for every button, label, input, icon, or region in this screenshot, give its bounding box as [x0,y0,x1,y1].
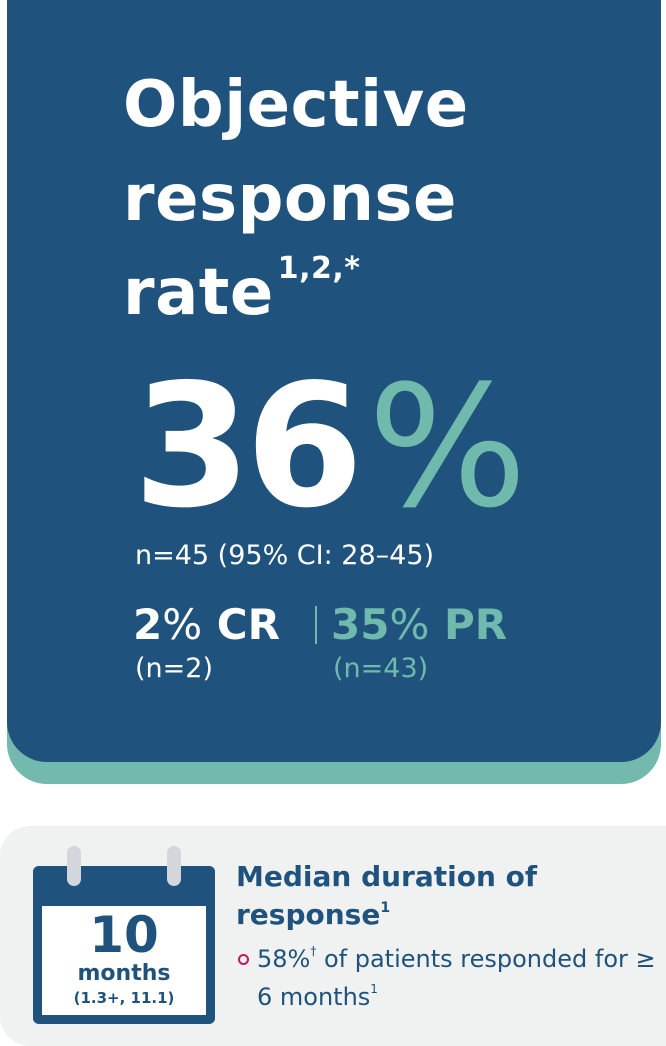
dor-title: Median duration of response1 [236,858,656,934]
orr-card: Objective response rate 1,2,* 36% n=45 (9… [7,0,661,784]
bullet-ref: 1 [370,982,378,996]
dor-title-text: Median duration of response [236,860,538,931]
calendar-unit: months [77,961,171,986]
split-divider [315,606,317,644]
title-line-3: rate 1,2,* [123,246,469,340]
cr-pct: % [162,600,203,649]
dor-title-ref: 1 [380,900,391,916]
orr-value: 36 [133,348,364,546]
orr-percent-sign: % [367,349,528,545]
bullet-pre: 58% [257,945,311,973]
bullet-post: of patients responded for ≥ 6 months [257,945,656,1011]
calendar-body: 10 months (1.3+, 11.1) [42,906,206,1010]
title-line-1: Objective [123,68,469,142]
orr-panel: Objective response rate 1,2,* 36% n=45 (9… [7,0,661,762]
pr-value: 35 [331,600,390,649]
calendar-ring-left [67,846,81,886]
bullet-circle-icon [238,954,249,965]
pr-block: 35% PR (n=43) [331,598,507,686]
calendar-range: (1.3+, 11.1) [73,989,175,1007]
response-split: 2% CR (n=2) 35% PR (n=43) [133,598,653,698]
title-line-3-text: rate [123,256,274,330]
orr-big-stat: 36% [133,352,527,542]
cr-value-line: 2% CR [133,598,280,652]
pr-label: PR [429,600,508,649]
pr-pct: % [389,600,430,649]
title-line-2: response [123,162,457,236]
calendar-value: 10 [89,906,159,964]
calendar-header [33,846,215,906]
dor-bullet: 58%† of patients responded for ≥ 6 month… [257,940,657,1016]
calendar-icon: 10 months (1.3+, 11.1) [33,846,215,1024]
orr-ci-text: n=45 (95% CI: 28–45) [135,540,435,571]
cr-value: 2 [133,600,163,649]
cr-n: (n=2) [135,653,213,684]
title-references: 1,2,* [277,251,361,286]
pr-n: (n=43) [333,653,429,684]
calendar-ring-right [167,846,181,886]
dor-card: 10 months (1.3+, 11.1) Median duration o… [0,826,666,1046]
bullet-dagger: † [310,944,317,958]
cr-block: 2% CR (n=2) [133,598,280,686]
pr-value-line: 35% PR [331,598,507,652]
cr-label: CR [202,600,280,649]
orr-title: Objective response rate 1,2,* [123,58,469,340]
